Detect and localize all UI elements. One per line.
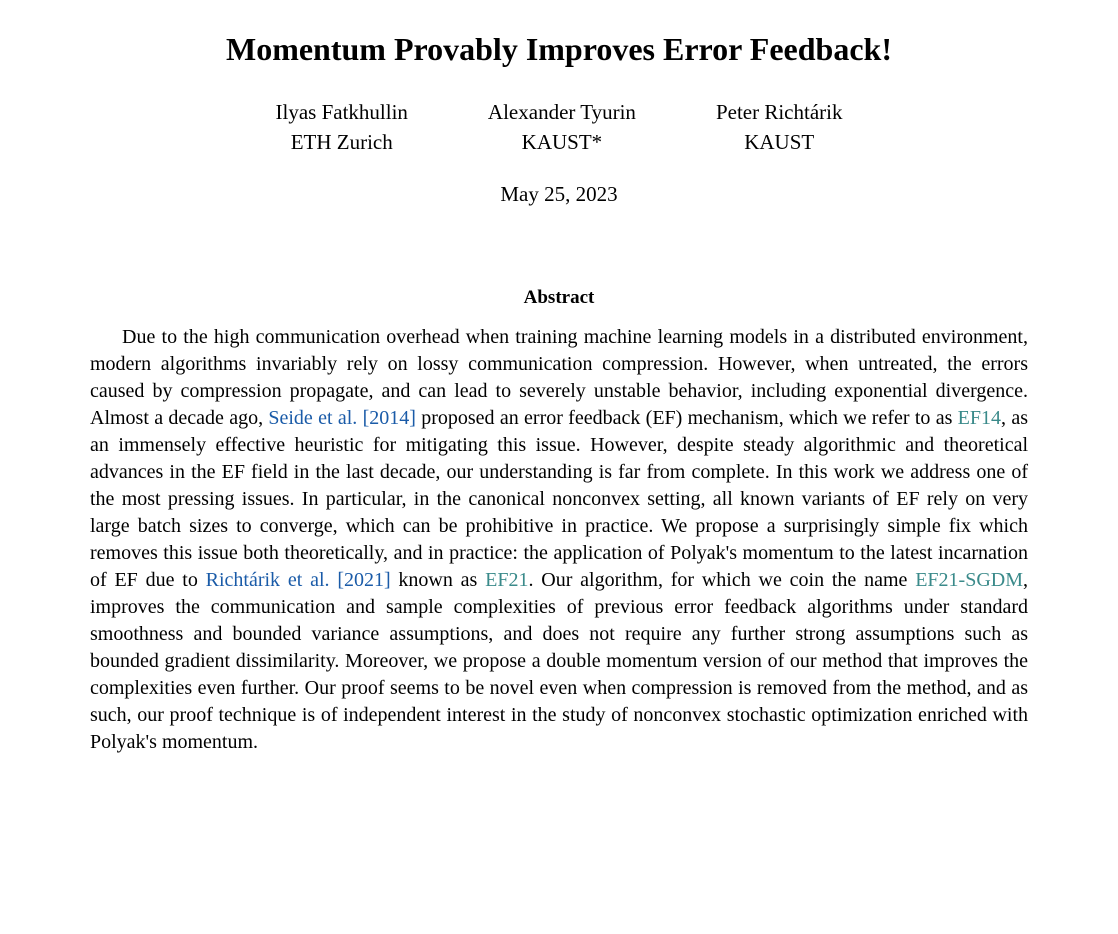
citation-richtarik-year[interactable]: [2021] — [337, 569, 390, 591]
authors-block: Ilyas Fatkhullin ETH Zurich Alexander Ty… — [70, 98, 1048, 157]
abstract-text-6: , improves the communication and sample … — [90, 569, 1028, 753]
paper-date: May 25, 2023 — [70, 182, 1048, 207]
author-3-name: Peter Richtárik — [716, 98, 843, 127]
algo-ef14: EF14 — [958, 407, 1001, 429]
citation-seide[interactable]: Seide et al. — [268, 407, 357, 429]
author-3-affiliation: KAUST — [716, 128, 843, 157]
algo-ef21-sgdm: EF21-SGDM — [915, 569, 1023, 591]
paper-title: Momentum Provably Improves Error Feedbac… — [70, 30, 1048, 68]
author-3: Peter Richtárik KAUST — [716, 98, 843, 157]
author-1: Ilyas Fatkhullin ETH Zurich — [276, 98, 408, 157]
citation-richtarik[interactable]: Richtárik et al. — [206, 569, 330, 591]
abstract-text-2: proposed an error feedback (EF) mechanis… — [416, 407, 958, 429]
abstract-heading: Abstract — [70, 287, 1048, 309]
citation-seide-year[interactable]: [2014] — [363, 407, 416, 429]
author-1-affiliation: ETH Zurich — [276, 128, 408, 157]
author-1-name: Ilyas Fatkhullin — [276, 98, 408, 127]
author-2: Alexander Tyurin KAUST* — [488, 98, 636, 157]
author-2-affiliation: KAUST* — [488, 128, 636, 157]
abstract-text-4: known as — [391, 569, 486, 591]
abstract-text-5: . Our algorithm, for which we coin the n… — [528, 569, 915, 591]
abstract-body: Due to the high communication overhead w… — [70, 324, 1048, 756]
author-2-name: Alexander Tyurin — [488, 98, 636, 127]
algo-ef21: EF21 — [485, 569, 528, 591]
abstract-text-3: , as an immensely effective heuristic fo… — [90, 407, 1028, 591]
